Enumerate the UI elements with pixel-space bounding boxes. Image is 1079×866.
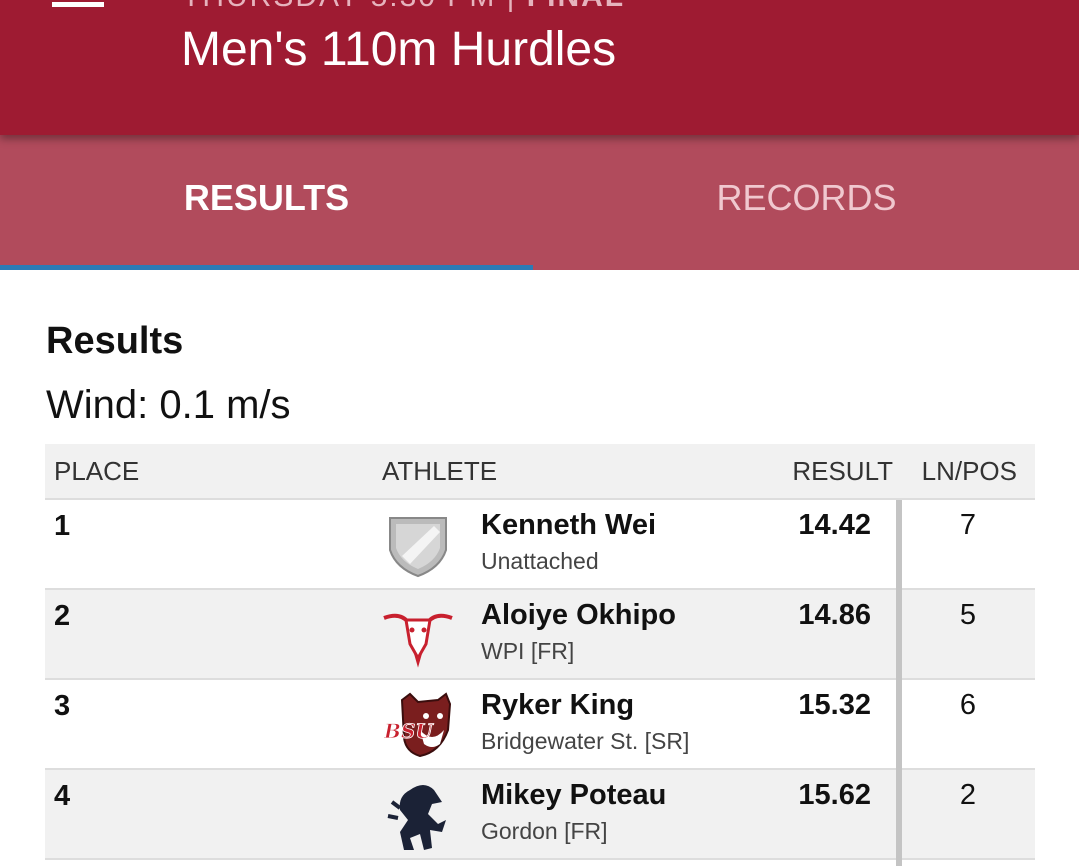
- result-row[interactable]: 4 Mikey Poteau Gordon [FR] 15.62 2: [45, 770, 1035, 866]
- place: 4: [54, 780, 71, 812]
- divider: [896, 770, 902, 866]
- event-subtitle: THURSDAY 5:30 PM | FINAL: [182, 0, 625, 14]
- team-logo: [387, 785, 446, 850]
- table-header: PLACE ATHLETE RESULT LN/POS: [45, 444, 1035, 500]
- column-header: PLACE: [54, 456, 140, 486]
- team-logo: [389, 517, 447, 578]
- tab-indicator: [0, 265, 533, 270]
- column-header: ATHLETE: [382, 456, 498, 486]
- athlete-name: Kenneth Wei: [481, 509, 657, 541]
- tab-bar: RESULTS RECORDS: [0, 135, 1079, 270]
- athlete-name: Ryker King: [481, 689, 635, 721]
- result-time: 14.42: [798, 509, 871, 541]
- divider: [896, 680, 902, 770]
- menu-button[interactable]: [52, 0, 106, 12]
- event-time: THURSDAY 5:30 PM: [182, 0, 496, 13]
- event-status: FINAL: [527, 0, 625, 13]
- lane: 5: [959, 599, 977, 631]
- divider: [896, 500, 902, 590]
- wind-info: Wind: 0.1 m/s: [46, 383, 291, 427]
- lane: 6: [959, 689, 977, 721]
- athlete-name: Mikey Poteau: [481, 779, 667, 811]
- header-bar: THURSDAY 5:30 PM | FINAL Men's 110m Hurd…: [0, 0, 1079, 135]
- result-row[interactable]: 2 Aloiye Okhipo WPI [FR] 14.86 5: [45, 590, 1035, 680]
- tab-records[interactable]: RECORDS: [716, 177, 897, 218]
- tab-results[interactable]: RESULTS: [183, 177, 350, 218]
- athlete-team: Gordon [FR]: [481, 818, 608, 844]
- athlete-name: Aloiye Okhipo: [481, 599, 676, 631]
- lane: 7: [959, 509, 977, 541]
- lane: 2: [959, 779, 977, 811]
- result-row[interactable]: 3 BSU Ryker King Bridgewater St. [SR] 15…: [45, 680, 1035, 770]
- team-logo: BSU: [383, 692, 452, 758]
- event-title: Men's 110m Hurdles: [181, 23, 617, 76]
- team-logo: [383, 613, 453, 668]
- result-row[interactable]: 1 Kenneth Wei Unattached 14.42 7: [45, 500, 1035, 590]
- section-title: Results: [46, 320, 184, 362]
- result-time: 15.62: [798, 779, 871, 811]
- place: 3: [54, 690, 71, 722]
- place: 2: [54, 600, 71, 632]
- place: 1: [54, 510, 71, 542]
- athlete-team: WPI [FR]: [481, 638, 575, 664]
- divider: [896, 590, 902, 680]
- result-time: 15.32: [798, 689, 871, 721]
- column-header: RESULT: [792, 456, 893, 486]
- athlete-team: Unattached: [481, 548, 599, 574]
- column-header: LN/POS: [921, 456, 1017, 486]
- result-time: 14.86: [798, 599, 871, 631]
- athlete-team: Bridgewater St. [SR]: [481, 728, 690, 754]
- svg-text:BSU: BSU: [383, 719, 434, 743]
